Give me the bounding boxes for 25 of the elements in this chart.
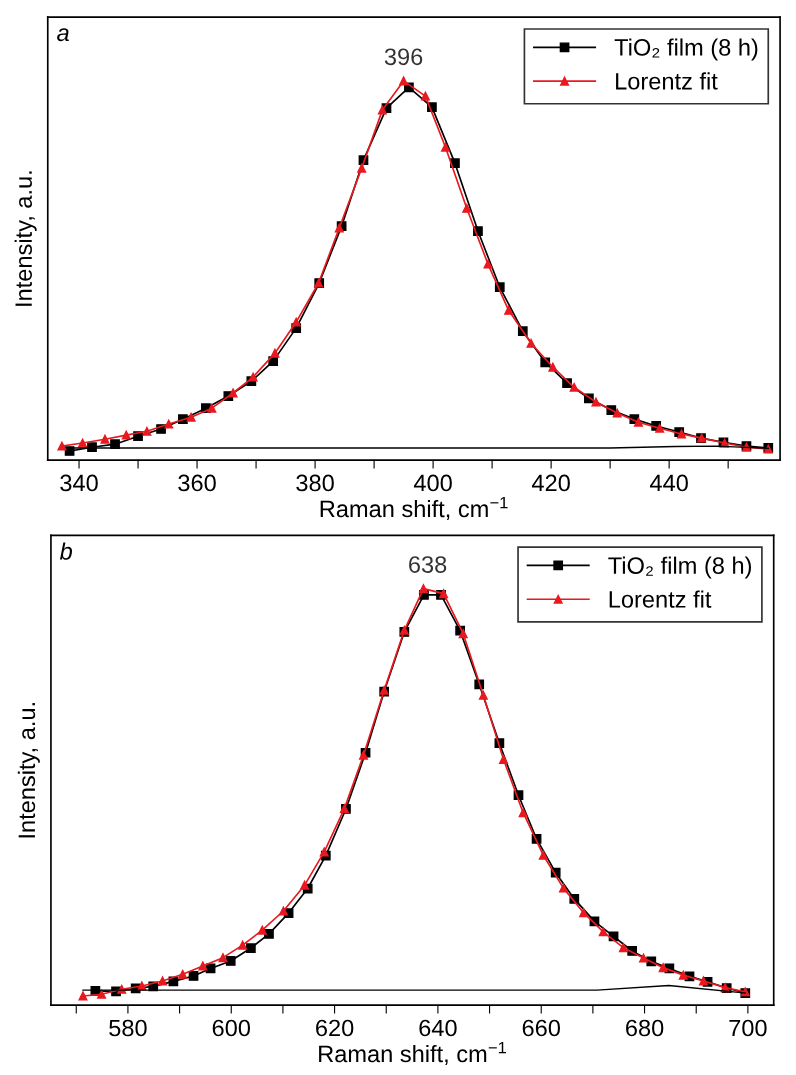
x-tick-label: 600 — [212, 1019, 251, 1037]
x-tick-label: 440 — [649, 474, 688, 492]
annotation: 396 — [384, 48, 423, 66]
x-tick-label: 400 — [413, 474, 452, 492]
legend-label: TiO₂ film (8 h) — [614, 38, 758, 61]
x-tick-label: 340 — [60, 474, 98, 492]
text: b — [59, 542, 73, 560]
x-axis-title: Raman shift, cm$^{−1}$ — [319, 1041, 506, 1066]
x-tick-label: 420 — [531, 474, 570, 492]
y-axis-title: Intensity, a.u. — [14, 171, 37, 306]
text: a — [57, 28, 69, 42]
x-tick-label: 360 — [178, 474, 216, 492]
x-axis-title: Raman shift, cm$^{−1}$ — [320, 496, 508, 521]
x-tick-label: 660 — [522, 1019, 560, 1037]
x-tick-label: 580 — [109, 1019, 147, 1037]
x-tick-label: 620 — [316, 1019, 354, 1037]
x-tick-label: 700 — [729, 1019, 767, 1037]
y-axis-title: Intensity, a.u. — [17, 703, 40, 838]
legend-label: TiO₂ film (8 h) — [608, 556, 752, 579]
x-tick-label: 640 — [419, 1019, 457, 1037]
x-tick-label: 680 — [626, 1019, 664, 1037]
legend-label: Lorentz fit — [609, 590, 712, 608]
legend-label: Lorentz fit — [616, 72, 718, 90]
x-tick-label: 380 — [296, 474, 334, 492]
annotation: 638 — [409, 556, 447, 573]
